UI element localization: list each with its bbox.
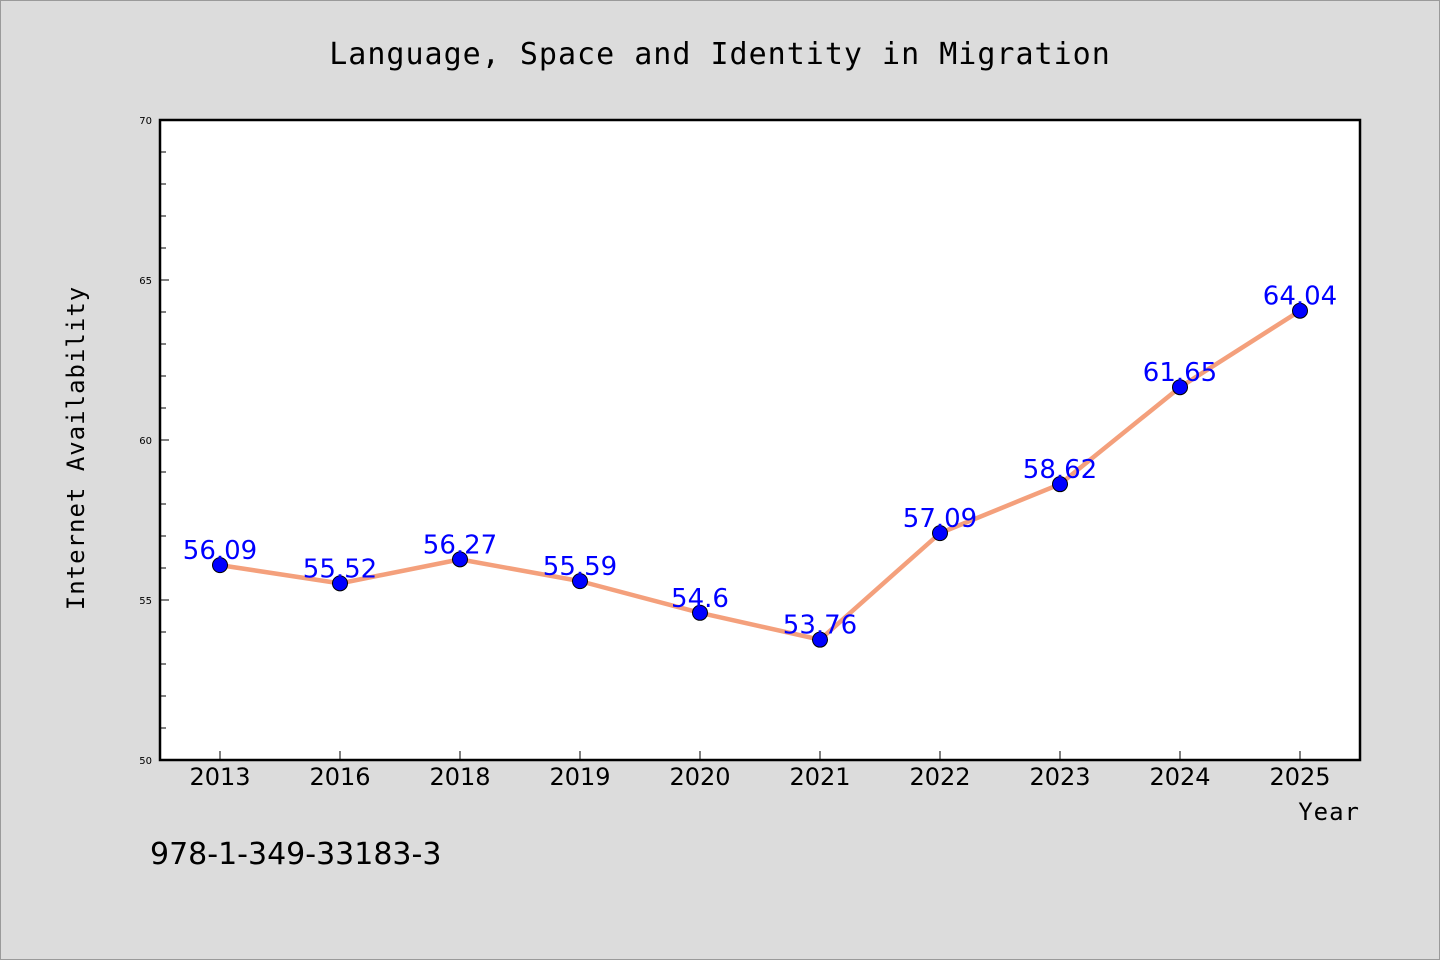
data-label: 53.76 <box>783 611 857 641</box>
x-tick-label: 2021 <box>789 763 850 791</box>
x-tick-label: 2016 <box>309 763 370 791</box>
data-point <box>452 551 468 568</box>
y-tick-label: 65 <box>139 276 152 287</box>
x-tick-label: 2022 <box>909 763 970 791</box>
x-tick-label: 2013 <box>189 763 250 791</box>
x-axis-label: Year <box>1298 798 1360 826</box>
data-labels: 56.09 55.52 56.27 55.59 54.6 53.76 57.09 58.62 6… <box>183 282 1337 641</box>
data-point <box>572 573 588 590</box>
data-point <box>332 575 348 592</box>
data-label: 56.27 <box>423 530 497 560</box>
data-label: 58.62 <box>1023 455 1097 485</box>
chart-title: Language, Space and Identity in Migratio… <box>329 37 1111 72</box>
isbn-text: 978-1-349-33183-3 <box>150 837 441 872</box>
data-label: 61.65 <box>1143 358 1217 388</box>
data-label: 54.6 <box>671 584 729 614</box>
data-points <box>212 302 1308 648</box>
data-point <box>812 631 828 648</box>
x-tick-label: 2018 <box>429 763 490 791</box>
x-tick-label: 2020 <box>669 763 730 791</box>
data-point <box>1052 476 1068 493</box>
data-label: 55.52 <box>303 554 377 584</box>
y-tick-label: 60 <box>139 436 152 447</box>
data-label: 56.09 <box>183 536 257 566</box>
plot-area <box>158 118 1362 762</box>
x-tick-label: 2024 <box>1149 763 1210 791</box>
data-point <box>1292 302 1308 319</box>
x-tick-label: 2025 <box>1269 763 1330 791</box>
data-label: 57.09 <box>903 504 977 534</box>
data-label: 64.04 <box>1263 282 1337 312</box>
data-label: 55.59 <box>543 552 617 582</box>
x-tick-label: 2023 <box>1029 763 1090 791</box>
series-line <box>219 308 1302 642</box>
y-axis-label: Internet Availability <box>62 286 90 610</box>
x-tick-label: 2019 <box>549 763 610 791</box>
x-axis: 2013 2016 2018 2019 2020 2021 2022 2023 2024 2025 <box>189 751 1331 791</box>
y-tick-label: 55 <box>139 596 152 607</box>
data-point <box>932 525 948 542</box>
y-tick-label: 50 <box>139 756 152 767</box>
data-point <box>692 604 708 621</box>
y-axis: 50 55 60 65 70 <box>139 116 169 767</box>
data-point <box>1172 379 1188 396</box>
y-tick-label: 70 <box>139 116 152 127</box>
data-point <box>212 557 228 574</box>
